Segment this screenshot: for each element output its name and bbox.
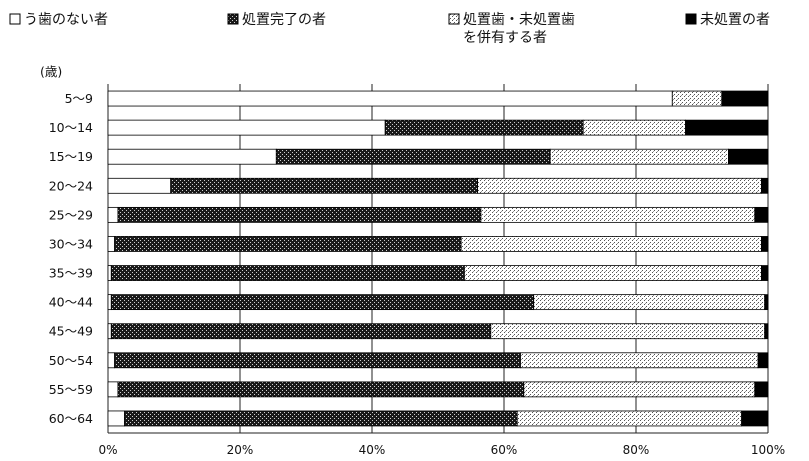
gridlines [107, 84, 769, 434]
bar-segment [107, 410, 125, 427]
bar-segment [110, 323, 492, 340]
category-label: 55～59 [49, 382, 93, 397]
legend-swatch [227, 13, 239, 25]
bar-segment [520, 352, 759, 369]
category-label: 40～44 [49, 295, 93, 310]
bar-segment [757, 352, 769, 369]
legend: う歯のない者 処置完了の者 処置歯・未処置歯を併有する者 未処置の者 [9, 12, 770, 46]
bar-segment [275, 148, 551, 165]
category-labels: 5～9 10～14 15～19 20～24 25～29 30～34 35～39 40～44 45… [49, 91, 93, 426]
bar-segment [107, 294, 112, 311]
category-label: 15～19 [49, 149, 93, 164]
bar-segment [463, 265, 762, 281]
bar-segment [107, 236, 115, 252]
legend-label: 処置歯・未処置歯を併有する者 [463, 12, 575, 46]
bar-segment [107, 119, 386, 136]
bar-segment [671, 90, 723, 107]
bar-segment [107, 323, 112, 340]
legend-swatch [685, 13, 697, 25]
category-label: 60～64 [49, 411, 93, 426]
category-label: 20～24 [49, 178, 93, 193]
bar-segment [107, 148, 277, 165]
bar-segment [741, 410, 769, 427]
legend-swatch [448, 13, 460, 25]
bar-segment [533, 294, 766, 311]
bar-segment [549, 148, 729, 165]
bar-segment [761, 236, 769, 252]
category-label: 30～34 [49, 236, 93, 251]
legend-label: 未処置の者 [700, 12, 770, 28]
bar-segment [117, 206, 482, 223]
category-label: 35～39 [49, 266, 93, 281]
bar-segment [761, 177, 769, 194]
bar-segment [490, 323, 766, 340]
legend-label: う歯のない者 [24, 12, 108, 28]
x-tick-label: 0% [98, 443, 117, 457]
category-label: 10～14 [49, 120, 93, 135]
bar-segment [114, 352, 521, 369]
bar-segment [117, 381, 525, 398]
category-label: 25～29 [49, 207, 93, 222]
x-tick-label: 40% [359, 443, 386, 457]
bar-segment [107, 352, 115, 369]
bar-segment [114, 236, 462, 252]
bar-segment [477, 177, 762, 194]
bar-segment [764, 294, 769, 311]
bar-segment [107, 177, 172, 194]
y-axis-label: (歳) [40, 64, 62, 79]
legend-label: 処置完了の者 [242, 12, 326, 28]
bar-segment [170, 177, 478, 194]
bar-segment [721, 90, 769, 107]
x-tick-label: 80% [623, 443, 650, 457]
bar-segment [480, 206, 756, 223]
bars [107, 90, 769, 427]
bar-segment [754, 206, 769, 223]
bar-segment [107, 381, 119, 398]
bar-segment [110, 265, 465, 281]
bar-segment [754, 381, 769, 398]
bar-segment [764, 323, 769, 340]
category-label: 5～9 [65, 91, 93, 106]
bar-segment [761, 265, 769, 281]
bar-segment [107, 90, 673, 107]
bar-segment [460, 236, 762, 252]
bar-segment [107, 206, 119, 223]
category-label: 45～49 [49, 324, 93, 339]
legend-swatch [9, 13, 21, 25]
bar-segment [516, 410, 743, 427]
bar-segment [523, 381, 756, 398]
x-tick-label: 20% [227, 443, 254, 457]
bar-segment [384, 119, 584, 136]
bar-segment [728, 148, 769, 165]
bar-segment [124, 410, 518, 427]
bar-segment [582, 119, 686, 136]
bar-segment [110, 294, 535, 311]
x-tick-labels: 0% 20% 40% 60% 80% 100% [98, 443, 785, 457]
x-tick-label: 60% [491, 443, 518, 457]
bar-segment [107, 265, 112, 281]
bar-segment [685, 119, 769, 136]
category-label: 50～54 [49, 353, 93, 368]
x-tick-label: 100% [751, 443, 785, 457]
